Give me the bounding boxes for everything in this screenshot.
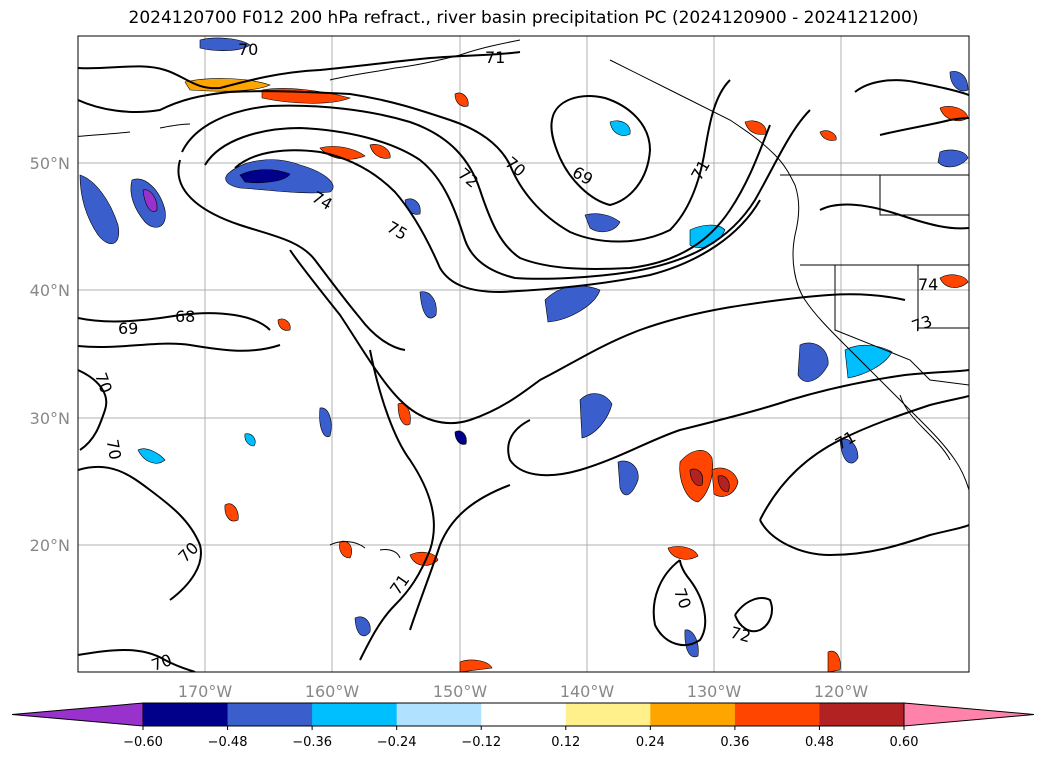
contour-label: 70 (103, 438, 125, 461)
colorbar-tick-label: −0.24 (377, 735, 417, 750)
colorbar-border (142, 702, 905, 727)
colorbar: −0.60 −0.48 −0.36 −0.24 −0.12 0.12 0.24 0.36 0.4… (11, 702, 1035, 750)
colorbar-swatch (312, 703, 398, 726)
contour-label: 74 (918, 275, 938, 294)
negative-precip-shading (79, 37, 969, 658)
map-frame (77, 35, 970, 673)
contour-label: 68 (175, 307, 195, 326)
colorbar-swatch (734, 703, 820, 726)
colorbar-extend-min (11, 702, 144, 727)
colorbar-swatch (481, 703, 567, 726)
lat-label-30n: 30°N (30, 409, 70, 428)
lon-label-150w: 150°W (433, 682, 488, 701)
lon-label-160w: 160°W (305, 682, 360, 701)
lon-label-170w: 170°W (178, 682, 233, 701)
lon-label-120w: 120°W (814, 682, 869, 701)
colorbar-tick-label: −0.12 (461, 735, 501, 750)
colorbar-tick-label: 0.36 (720, 735, 749, 750)
contour-label: 72 (728, 623, 753, 647)
coastlines (78, 39, 969, 559)
colorbar-tick-label: 0.60 (890, 735, 919, 750)
positive-precip-shading (184, 78, 969, 672)
colorbar-tick-label: 0.48 (805, 735, 834, 750)
colorbar-swatch (143, 703, 229, 726)
lon-label-130w: 130°W (687, 682, 742, 701)
contour-label: 69 (118, 319, 138, 338)
lon-label-140w: 140°W (560, 682, 615, 701)
colorbar-tick-label: −0.36 (292, 735, 332, 750)
colorbar-swatch (227, 703, 313, 726)
colorbar-tick-label: −0.48 (208, 735, 248, 750)
map-title: 2024120700 F012 200 hPa refract., river … (128, 8, 919, 28)
contour-label: 70 (238, 40, 258, 59)
colorbar-tick-label: −0.60 (123, 735, 163, 750)
colorbar-extend-max (903, 702, 1035, 727)
contour-label: 71 (485, 48, 505, 67)
contour-label: 70 (149, 650, 175, 675)
lat-label-40n: 40°N (30, 281, 70, 300)
colorbar-swatch (819, 703, 905, 726)
refractivity-contours (78, 51, 969, 672)
map-area (78, 36, 969, 672)
colorbar-swatch (396, 703, 482, 726)
lat-label-20n: 20°N (30, 536, 70, 555)
colorbar-swatch (565, 703, 651, 726)
colorbar-tick-label: 0.12 (551, 735, 580, 750)
colorbar-swatch (650, 703, 736, 726)
lat-label-50n: 50°N (30, 154, 70, 173)
colorbar-tick-label: 0.24 (636, 735, 665, 750)
